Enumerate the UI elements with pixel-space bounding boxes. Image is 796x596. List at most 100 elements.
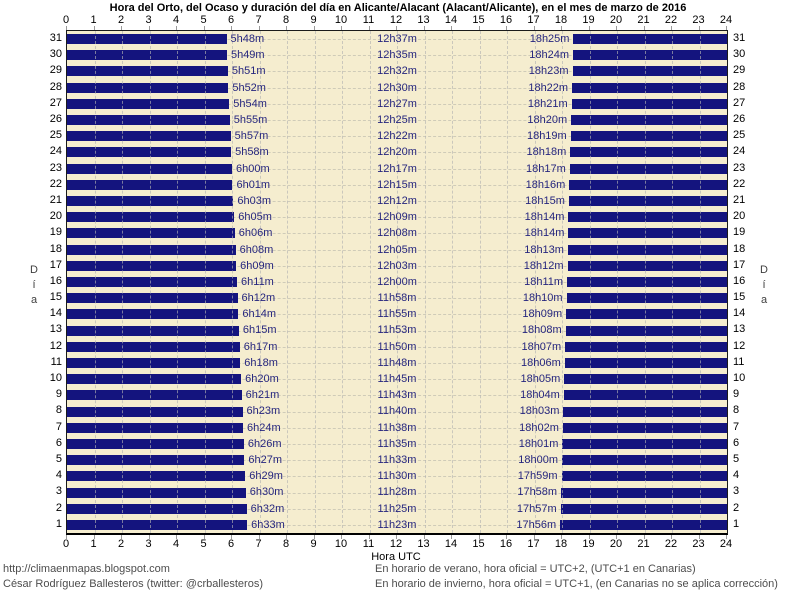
day-tick-right-31: 31: [733, 32, 746, 44]
day-tick-right-18: 18: [733, 242, 746, 255]
night-bar-after-sunset: [560, 503, 727, 514]
day-duration-label: 11h38m: [377, 421, 417, 434]
x-tick-bottom-24: 24: [719, 538, 733, 550]
tickmark-bottom-20: [616, 535, 617, 539]
night-bar-before-sunrise: [67, 293, 238, 304]
x-tick-bottom-6: 6: [227, 538, 235, 550]
day-tick-left-18: 18: [49, 242, 62, 255]
sunset-time-label: 18h25m: [529, 33, 570, 45]
x-tick-top-9: 9: [310, 14, 317, 26]
night-bar-after-sunset: [564, 374, 727, 385]
x-tick-bottom-3: 3: [145, 538, 152, 550]
sunrise-time-label: 6h21m: [245, 389, 280, 402]
day-duration-label: 11h50m: [377, 340, 417, 353]
sunrise-time-label: 5h51m: [231, 65, 266, 78]
gridline-hour-22: [672, 31, 673, 533]
day-duration-label: 11h45m: [377, 373, 417, 386]
day-duration-label: 11h43m: [377, 389, 417, 402]
x-tick-top-7: 7: [255, 14, 262, 26]
day-row: 6h21m 11h43m 18h04m: [67, 387, 727, 403]
day-row: 6h15m 11h53m 18h08m: [67, 322, 727, 338]
tickmark-bottom-8: [286, 535, 287, 539]
tickmark-bottom-15: [478, 535, 480, 539]
sunrise-time-label: 6h01m: [236, 178, 271, 191]
sunset-time-label: 18h15m: [525, 194, 565, 207]
tickmark-bottom-2: [121, 535, 122, 539]
y-axis-label-char: í: [762, 279, 766, 291]
tickmark-bottom-23: [698, 535, 700, 539]
sunrise-time-label: 6h24m: [246, 421, 281, 434]
tickmark-bottom-18: [561, 535, 562, 539]
night-bar-after-sunset: [565, 341, 727, 352]
tickmark-top-13: [423, 26, 425, 30]
x-tick-bottom-5: 5: [200, 538, 207, 550]
gridline-hour-19: [589, 31, 591, 533]
sunrise-time-label: 6h05m: [238, 211, 272, 224]
day-tick-left-8: 8: [55, 404, 62, 417]
night-bar-after-sunset: [561, 487, 727, 498]
night-bar-before-sunrise: [67, 422, 243, 433]
day-duration-label: 11h48m: [377, 356, 417, 369]
gridline-hour-17: [534, 31, 536, 533]
night-bar-after-sunset: [573, 34, 727, 45]
tickmark-top-19: [588, 26, 590, 30]
sunrise-time-label: 6h30m: [249, 486, 284, 499]
x-tick-top-8: 8: [282, 14, 290, 26]
day-tick-right-16: 16: [733, 274, 746, 287]
y-axis-label-char: í: [32, 279, 36, 291]
x-tick-top-24: 24: [719, 14, 733, 26]
day-tick-left-6: 6: [55, 436, 62, 449]
night-bar-after-sunset: [573, 50, 727, 61]
tickmark-bottom-9: [313, 535, 315, 539]
day-tick-right-14: 14: [733, 307, 746, 320]
x-tick-bottom-23: 23: [692, 538, 705, 550]
day-tick-left-9: 9: [55, 388, 62, 401]
night-bar-before-sunrise: [67, 131, 231, 142]
night-bar-before-sunrise: [67, 374, 242, 385]
day-tick-left-25: 25: [49, 129, 62, 142]
tickmark-top-0: [66, 26, 67, 30]
x-tick-bottom-14: 14: [444, 538, 458, 550]
x-tick-top-21: 21: [637, 14, 650, 26]
y-axis-left-day-ticks: 31 30 29 28 27 26 25 24 23 22 21 20 19 18 17 16 15 14 13 12…: [36, 30, 62, 532]
day-row: 5h48m 12h37m 18h25m: [67, 31, 727, 47]
day-tick-right-23: 23: [733, 161, 746, 174]
tickmark-top-5: [203, 26, 205, 30]
day-tick-right-19: 19: [733, 226, 746, 239]
x-tick-top-23: 23: [692, 14, 705, 26]
night-bar-after-sunset: [567, 260, 727, 271]
tickmark-bottom-13: [423, 535, 425, 539]
day-tick-left-11: 11: [50, 355, 62, 368]
day-row: 6h32m 11h25m 17h57m: [67, 501, 727, 517]
sunset-time-label: 17h59m: [517, 470, 558, 483]
day-row: 6h05m 12h09m 18h14m: [67, 209, 727, 225]
sunrise-time-label: 5h57m: [234, 130, 269, 143]
night-bar-after-sunset: [560, 519, 727, 530]
night-bar-before-sunrise: [67, 503, 247, 514]
tickmark-top-11: [368, 26, 370, 30]
gridline-hour-3: [149, 31, 151, 533]
sunset-time-label: 17h57m: [516, 502, 557, 515]
x-tick-top-11: 11: [362, 14, 375, 26]
day-tick-right-17: 17: [733, 258, 746, 271]
day-tick-left-14: 14: [49, 307, 62, 320]
day-duration-label: 12h15m: [377, 178, 417, 191]
gridline-hour-14: [452, 31, 453, 533]
x-tick-bottom-17: 17: [527, 538, 540, 550]
tickmark-top-15: [478, 26, 480, 30]
gridline-hour-2: [122, 31, 123, 533]
sunrise-time-label: 6h33m: [251, 518, 285, 531]
night-bar-after-sunset: [568, 228, 727, 239]
night-bar-before-sunrise: [67, 341, 240, 352]
sunrise-time-label: 6h23m: [246, 405, 281, 418]
day-tick-left-19: 19: [49, 226, 62, 239]
night-bar-before-sunrise: [67, 309, 239, 320]
sunrise-time-label: 6h27m: [248, 454, 283, 467]
x-tick-top-6: 6: [227, 14, 235, 26]
sunset-time-label: 18h21m: [527, 97, 568, 110]
night-bar-after-sunset: [572, 82, 727, 93]
x-tick-bottom-16: 16: [499, 538, 513, 550]
gridline-hour-11: [369, 31, 371, 533]
x-tick-top-19: 19: [582, 14, 595, 26]
